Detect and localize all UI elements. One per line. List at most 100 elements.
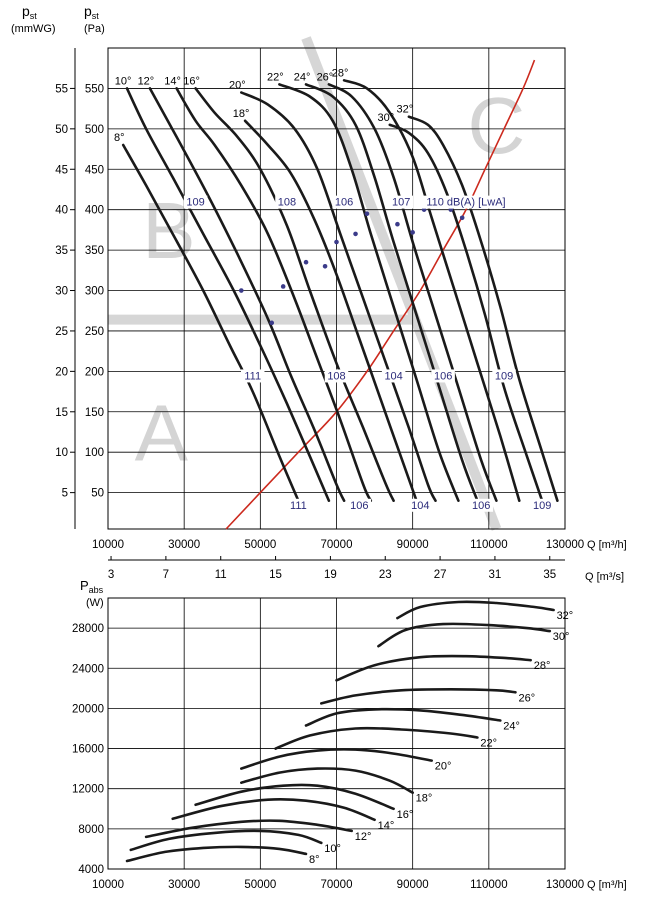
x-tick-label: 110000 (470, 539, 508, 551)
y-tick-label-mmwg: 40 (55, 205, 68, 217)
system-curve-layer (225, 59, 536, 530)
power-curve-label: 20° (435, 761, 452, 773)
noise-label: 108 (327, 370, 345, 382)
y-tick-label-mmwg: 55 (55, 83, 68, 95)
noise-label: 109 (533, 500, 551, 512)
y-tick-label-pa: 100 (85, 447, 104, 459)
curve-label: 20° (229, 79, 246, 91)
blade-curve-26deg (327, 83, 498, 502)
power-curve-label: 16° (397, 809, 414, 821)
y-tick-label-pa: 50 (91, 488, 104, 500)
power-x-tick-label: 90000 (397, 879, 429, 891)
x2-tick-label: 35 (543, 569, 556, 581)
x-tick-label: 130000 (546, 539, 584, 551)
power-y-tick-label: 8000 (78, 824, 104, 836)
y-tick-label-mmwg: 25 (55, 326, 68, 338)
blade-curve-22deg (278, 83, 460, 502)
noise-label-bg (240, 369, 265, 383)
operating-point (238, 288, 244, 293)
noise-label-bg (381, 369, 406, 383)
curve-label: 26° (317, 71, 334, 83)
noise-label-bg (415, 195, 517, 209)
curve-label: 30° (377, 112, 394, 124)
y-tick-label-pa: 550 (85, 83, 104, 95)
power-curve-30deg (377, 622, 552, 648)
blade-curve-32deg (407, 115, 559, 502)
x2-tick-label: 11 (215, 569, 227, 581)
power-curve-22deg (274, 726, 479, 750)
x2-tick-label: 27 (434, 569, 447, 581)
noise-label-bg (332, 195, 356, 209)
power-x-tick-label: 130000 (546, 879, 584, 891)
x2-tick-label: 19 (324, 569, 337, 581)
operating-point (459, 215, 465, 221)
y-tick-label-pa: 350 (85, 245, 104, 257)
power-x-label: Q [m³/h] (587, 879, 627, 891)
blade-angle-curves (121, 79, 559, 502)
noise-label-bg (469, 498, 493, 512)
power-curve-label: 18° (416, 793, 433, 805)
noise-label-bg (492, 369, 516, 383)
power-curve-16deg (194, 783, 395, 811)
power-curve-label: 22° (480, 738, 497, 750)
curve-label: 12° (138, 75, 155, 87)
zone-divider-diagonal (301, 36, 502, 531)
power-curve-labels: 8° 10° 12° 14°16°18° 20° 22° 24° 26° 28° 30° 32° (309, 610, 573, 866)
power-curve-label: 8° (309, 854, 320, 866)
power-curve-label: 14° (378, 820, 395, 832)
operating-point (395, 221, 400, 227)
power-flow-chart: 8° 10° 12° 14°16°18° 20° 22° 24° 26° 28° 30° 32° 1… (72, 578, 627, 891)
y-tick-label-mmwg: 45 (55, 164, 68, 176)
x2-tick-label: 7 (163, 569, 169, 581)
power-y-tick-label: 24000 (72, 663, 104, 675)
power-y-tick-label: 16000 (72, 744, 104, 756)
blade-curve-12deg (148, 87, 346, 502)
curve-label: 8° (114, 132, 125, 144)
y-unit-left: (mmWG) (11, 23, 56, 35)
noise-label: 107 (392, 197, 410, 209)
noise-label: 106 (434, 370, 452, 382)
curve-label: 10° (115, 75, 132, 87)
noise-label-bg (408, 498, 433, 512)
y-tick-label-pa: 300 (85, 286, 104, 298)
power-curve-label: 28° (534, 660, 551, 672)
power-curves (125, 600, 555, 863)
noise-label-bg (530, 498, 554, 512)
power-curve-label: 32° (557, 610, 574, 622)
power-curve-label: 24° (503, 720, 520, 732)
operating-point (334, 239, 339, 245)
power-x-tick-label: 50000 (244, 879, 276, 891)
y-tick-label-pa: 400 (85, 205, 104, 217)
power-curve-8deg (125, 845, 308, 863)
y-unit-right: (Pa) (84, 23, 105, 35)
curve-label: 32° (397, 104, 414, 116)
power-y-unit: (W) (86, 597, 104, 609)
x-tick-label: 90000 (397, 539, 429, 551)
noise-label-bg (324, 369, 349, 383)
operating-point (410, 230, 415, 235)
power-curve-28deg (335, 654, 532, 682)
power-x-tick-label: 110000 (470, 879, 508, 891)
noise-label-bg (183, 195, 208, 209)
x-tick-label: 70000 (321, 539, 353, 551)
power-curve-18deg (240, 767, 414, 794)
blade-curve-28deg (342, 79, 521, 502)
blade-curve-10deg (125, 87, 331, 502)
x2-tick-label: 23 (379, 569, 392, 581)
x-tick-label: 30000 (168, 539, 200, 551)
operating-point (322, 263, 328, 269)
noise-label: 104 (384, 370, 402, 382)
power-curve-label: 12° (355, 831, 372, 843)
blade-curve-24deg (304, 83, 479, 502)
y-label-right: pst (84, 3, 99, 21)
x2-tick-label: 31 (489, 569, 502, 581)
curve-label: 16° (183, 75, 200, 87)
noise-label: 109 (186, 197, 204, 209)
noise-label: 110 dB(A) [LwA] (426, 197, 505, 209)
x2-tick-label: 15 (269, 569, 282, 581)
curve-labels: 8° 10° 12° 14° 16° 18° 20° 22° 24° 26°28° 30°32° 10… (114, 67, 554, 512)
y-tick-label-pa: 500 (85, 124, 104, 136)
y-tick-label-mmwg: 10 (55, 447, 68, 459)
curve-label: 24° (294, 71, 311, 83)
